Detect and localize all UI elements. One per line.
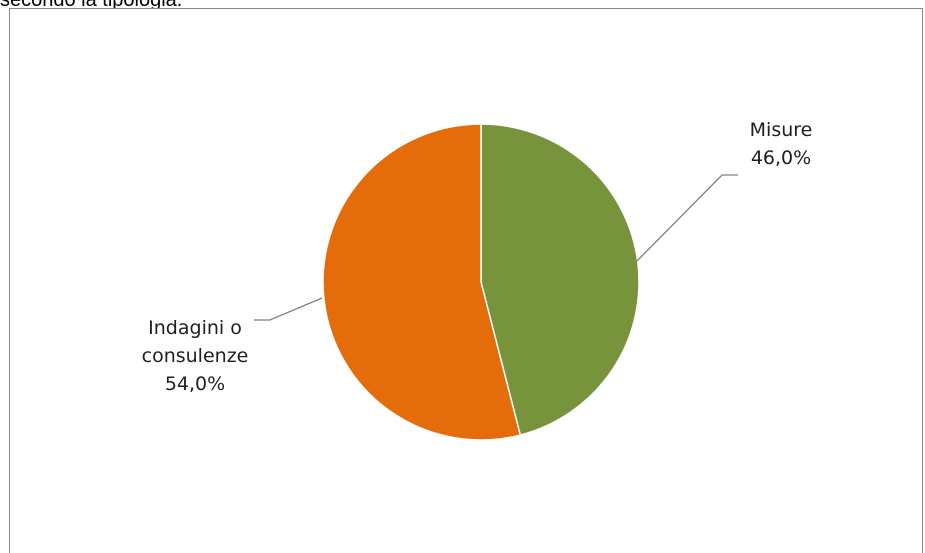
data-label-0-line-0: Misure	[750, 119, 813, 141]
data-labels: Misure 46,0% Indagini o consulenze 54,0%	[142, 119, 813, 395]
leader-line-1	[254, 297, 323, 321]
data-label-0-line-1: 46,0%	[751, 147, 811, 169]
data-label-1-line-2: 54,0%	[165, 373, 225, 395]
leader-line-0	[636, 174, 738, 262]
pie-slice-indagini-o-consulenze	[322, 123, 522, 441]
data-label-1-line-1: consulenze	[142, 345, 249, 367]
pie-slices	[322, 123, 640, 441]
caption-fragment: secondo la tipologia.	[0, 0, 183, 11]
data-label-1-line-0: Indagini o	[148, 317, 242, 339]
leader-lines	[254, 174, 738, 321]
pie-slice-misure	[480, 123, 640, 436]
